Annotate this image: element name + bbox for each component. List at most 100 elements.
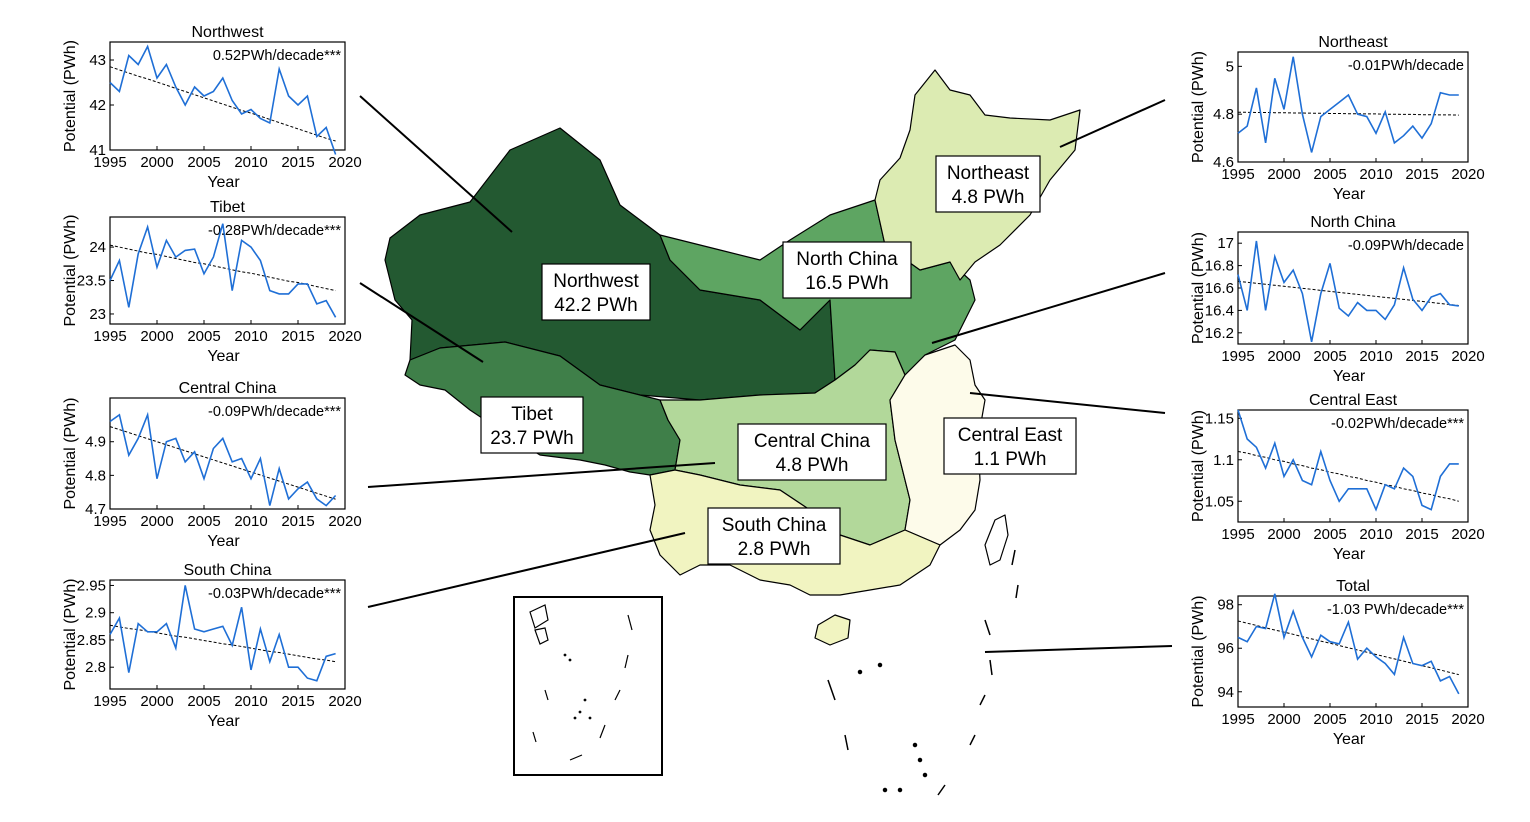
y-tick-label: 17	[1217, 235, 1234, 252]
label-north-china: North China 16.5 PWh	[782, 241, 912, 299]
plot-frame	[1237, 409, 1469, 523]
data-series-line	[109, 44, 337, 155]
region-value: 4.8 PWh	[952, 187, 1025, 208]
x-tick-label: 2005	[1313, 166, 1346, 183]
x-tick-label: 2015	[1405, 711, 1438, 728]
south-china-sea-inset	[513, 596, 663, 776]
x-tick-label: 1995	[1221, 348, 1254, 365]
x-tick-label: 2015	[1405, 526, 1438, 543]
y-tick-label: 41	[89, 142, 106, 159]
x-tick-label: 2000	[140, 328, 173, 345]
chart-panel-north-china: North China -0.09PWh/decade 1995 2000 2005 20…	[1190, 214, 1485, 385]
chart-title: Central China	[179, 380, 277, 397]
y-tick-label: 94	[1217, 684, 1234, 701]
x-tick-label: 2005	[187, 513, 220, 530]
x-tick-label: 2000	[1267, 711, 1300, 728]
x-tick-label: 2005	[1313, 711, 1346, 728]
x-tick-label: 2010	[1359, 711, 1392, 728]
y-axis-label: Potential (PWh)	[62, 578, 79, 690]
y-tick-label: 4.6	[1213, 154, 1234, 171]
y-tick-label: 2.95	[77, 577, 106, 594]
y-tick-label: 2.85	[77, 632, 106, 649]
x-tick-label: 1995	[1221, 166, 1254, 183]
region-name: Northwest	[553, 271, 639, 292]
trend-annotation: -0.09PWh/decade***	[208, 404, 341, 420]
x-tick-label: 2020	[1451, 348, 1484, 365]
region-central-east	[889, 344, 986, 546]
x-tick-label: 2020	[1451, 711, 1484, 728]
region-value: 1.1 PWh	[974, 449, 1047, 470]
region-name: Central China	[754, 431, 871, 452]
y-tick-label: 1.05	[1205, 493, 1234, 510]
data-series-line	[1237, 240, 1459, 342]
x-tick-label: 1995	[93, 154, 126, 171]
south-sea-dashes	[827, 549, 1019, 796]
region-value: 4.8 PWh	[776, 455, 849, 476]
plot-frame	[1237, 51, 1469, 163]
x-tick-label: 2020	[328, 328, 361, 345]
y-tick-label: 23.5	[77, 273, 106, 290]
x-tick-label: 2020	[1451, 526, 1484, 543]
x-tick-label: 2010	[1359, 526, 1392, 543]
data-series-line	[1237, 409, 1459, 512]
leader-lines	[359, 95, 1173, 653]
y-tick-label: 4.8	[85, 467, 106, 484]
x-axis-label: Year	[207, 533, 240, 550]
x-tick-label: 2015	[281, 693, 314, 710]
label-northeast: Northeast 4.8 PWh	[935, 155, 1041, 213]
y-tick-label: 42	[89, 97, 106, 114]
x-tick-label: 1995	[1221, 711, 1254, 728]
chart-panel-tibet: Tibet -0.28PWh/decade*** 1995 2000 2005 2010 2…	[62, 199, 362, 365]
x-axis-label: Year	[207, 348, 240, 365]
x-tick-label: 2010	[1359, 348, 1392, 365]
y-tick-label: 4.7	[85, 501, 106, 518]
x-tick-label: 2000	[140, 154, 173, 171]
x-tick-label: 2005	[187, 154, 220, 171]
data-series-line	[1237, 56, 1459, 153]
trend-line	[1237, 620, 1459, 676]
x-tick-label: 2020	[328, 693, 361, 710]
trend-annotation: -0.03PWh/decade***	[208, 586, 341, 602]
y-tick-label: 16.6	[1205, 280, 1234, 297]
data-series-line	[109, 411, 337, 507]
region-value: 23.7 PWh	[490, 428, 573, 449]
plot-frame	[109, 41, 346, 151]
region-name: Central East	[958, 425, 1063, 446]
x-axis-label: Year	[1333, 368, 1366, 385]
x-tick-label: 2010	[234, 693, 267, 710]
x-tick-label: 2010	[234, 513, 267, 530]
x-axis-label: Year	[1333, 546, 1366, 563]
x-tick-label: 2020	[1451, 166, 1484, 183]
x-axis-label: Year	[207, 174, 240, 191]
region-name: Tibet	[511, 404, 553, 425]
x-tick-label: 2000	[1267, 166, 1300, 183]
x-tick-label: 2015	[281, 154, 314, 171]
x-tick-label: 2010	[234, 328, 267, 345]
chart-title: Central East	[1309, 392, 1398, 409]
region-value: 2.8 PWh	[738, 539, 811, 560]
trend-line	[109, 624, 336, 663]
chart-panel-central-china: Central China -0.09PWh/decade*** 1995 2000 2…	[62, 380, 362, 550]
x-tick-label: 2020	[328, 513, 361, 530]
x-tick-label: 2010	[234, 154, 267, 171]
trend-annotation: -0.28PWh/decade***	[208, 223, 341, 239]
trend-annotation: -0.01PWh/decade	[1348, 58, 1464, 74]
inset-islands	[529, 604, 633, 761]
y-tick-label: 1.15	[1205, 410, 1234, 427]
plot-frame	[1237, 595, 1469, 708]
trend-line	[1238, 111, 1459, 116]
x-tick-label: 2015	[281, 513, 314, 530]
trend-annotation: 0.52PWh/decade***	[213, 48, 342, 64]
plot-frame	[1237, 231, 1469, 345]
x-tick-label: 1995	[93, 513, 126, 530]
x-tick-label: 2015	[1405, 166, 1438, 183]
trend-line	[109, 244, 336, 292]
y-tick-label: 16.4	[1205, 302, 1234, 319]
label-central-east: Central East 1.1 PWh	[943, 417, 1077, 475]
chart-title: South China	[183, 562, 271, 579]
y-tick-label: 98	[1217, 597, 1234, 614]
trend-line	[1237, 280, 1459, 306]
x-tick-label: 2000	[1267, 526, 1300, 543]
chart-panel-central-east: Central East -0.02PWh/decade*** 1995 2000 20…	[1190, 392, 1485, 563]
